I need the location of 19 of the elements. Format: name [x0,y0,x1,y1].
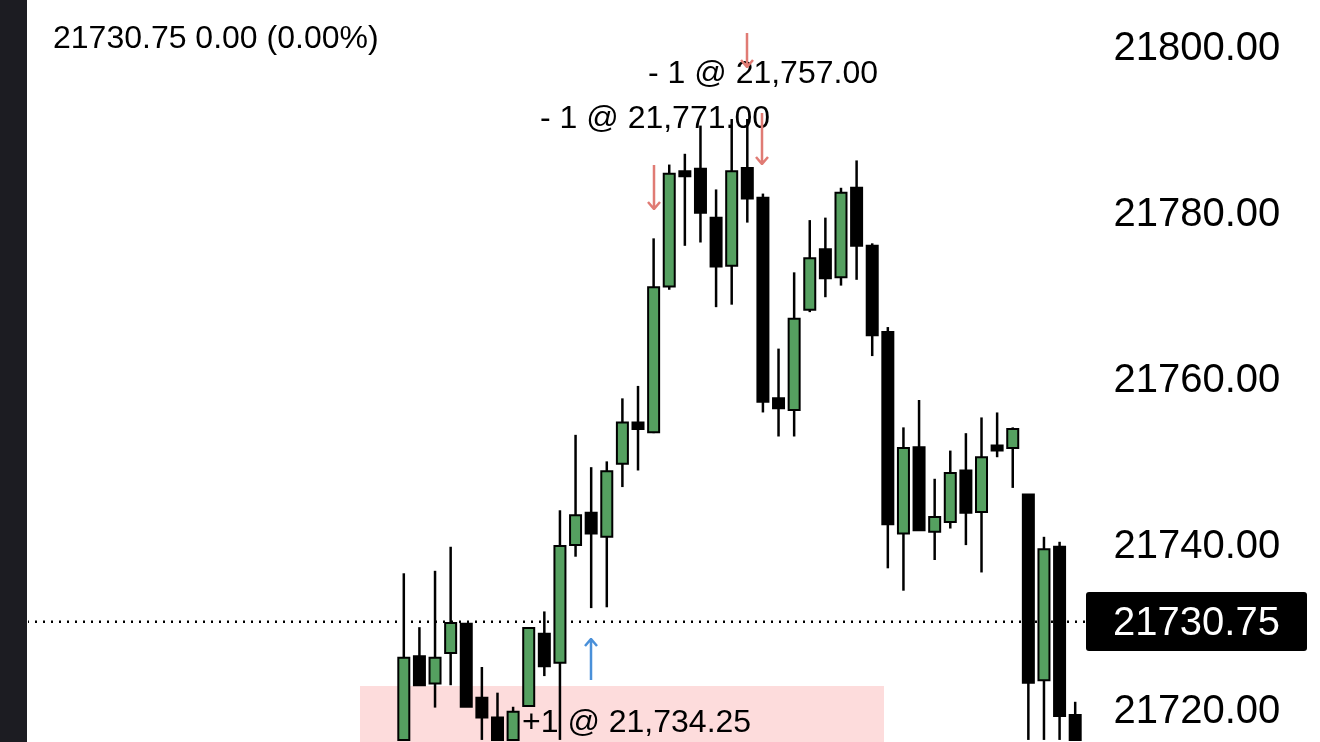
annotation: - 1 @ 21,771.00 [540,99,770,135]
candlestick [631,384,645,472]
annotation: - 1 @ 21,757.00 [648,54,878,90]
y-tick-label: 21780.00 [1113,189,1281,234]
text: 21730.75 0.00 (0.00%) [53,19,379,55]
candlestick [928,477,942,562]
y-tick-label: 21740.00 [1113,521,1281,566]
candlestick [475,665,489,742]
y-tick-label: 21800.00 [1113,24,1281,69]
y-tick-label: 21760.00 [1113,355,1281,400]
ref-line-label: 21730.75 [1086,592,1307,652]
candlestick [678,152,692,248]
candlestick [772,347,786,438]
candlestick [990,411,1004,459]
candlestick [1006,426,1020,490]
candlestick [490,691,504,742]
candlestick [584,465,598,610]
annotation: +1 @ 21,734.25 [522,703,752,739]
y-tick-label: 21720.00 [1113,687,1281,732]
